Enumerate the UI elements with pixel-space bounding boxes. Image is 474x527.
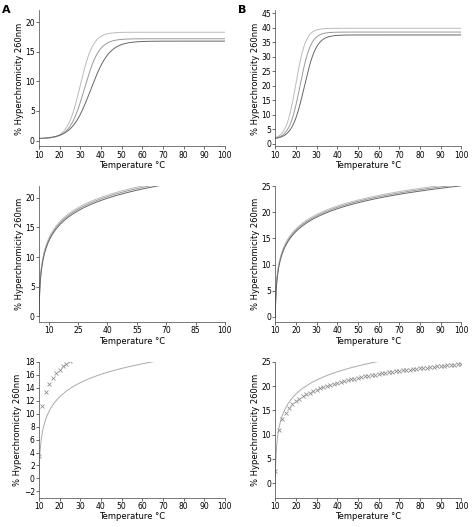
- X-axis label: Temperature °C: Temperature °C: [99, 512, 165, 521]
- X-axis label: Temperature °C: Temperature °C: [335, 512, 401, 521]
- Text: A: A: [2, 5, 10, 15]
- Y-axis label: % Hyperchromicity 260nm: % Hyperchromicity 260nm: [15, 22, 24, 134]
- Y-axis label: % Hyperchromicity 260nm: % Hyperchromicity 260nm: [15, 198, 24, 310]
- Y-axis label: % Hyperchromicity 260nm: % Hyperchromicity 260nm: [251, 374, 260, 486]
- Y-axis label: % Hyperchromicity 260nm: % Hyperchromicity 260nm: [251, 198, 260, 310]
- X-axis label: Temperature °C: Temperature °C: [335, 161, 401, 170]
- Y-axis label: % Hyperchromicity 260nm: % Hyperchromicity 260nm: [251, 22, 260, 134]
- X-axis label: Temperature °C: Temperature °C: [99, 337, 165, 346]
- X-axis label: Temperature °C: Temperature °C: [99, 161, 165, 170]
- Text: B: B: [238, 5, 246, 15]
- X-axis label: Temperature °C: Temperature °C: [335, 337, 401, 346]
- Y-axis label: % Hyperchromicity 260nm: % Hyperchromicity 260nm: [13, 374, 22, 486]
